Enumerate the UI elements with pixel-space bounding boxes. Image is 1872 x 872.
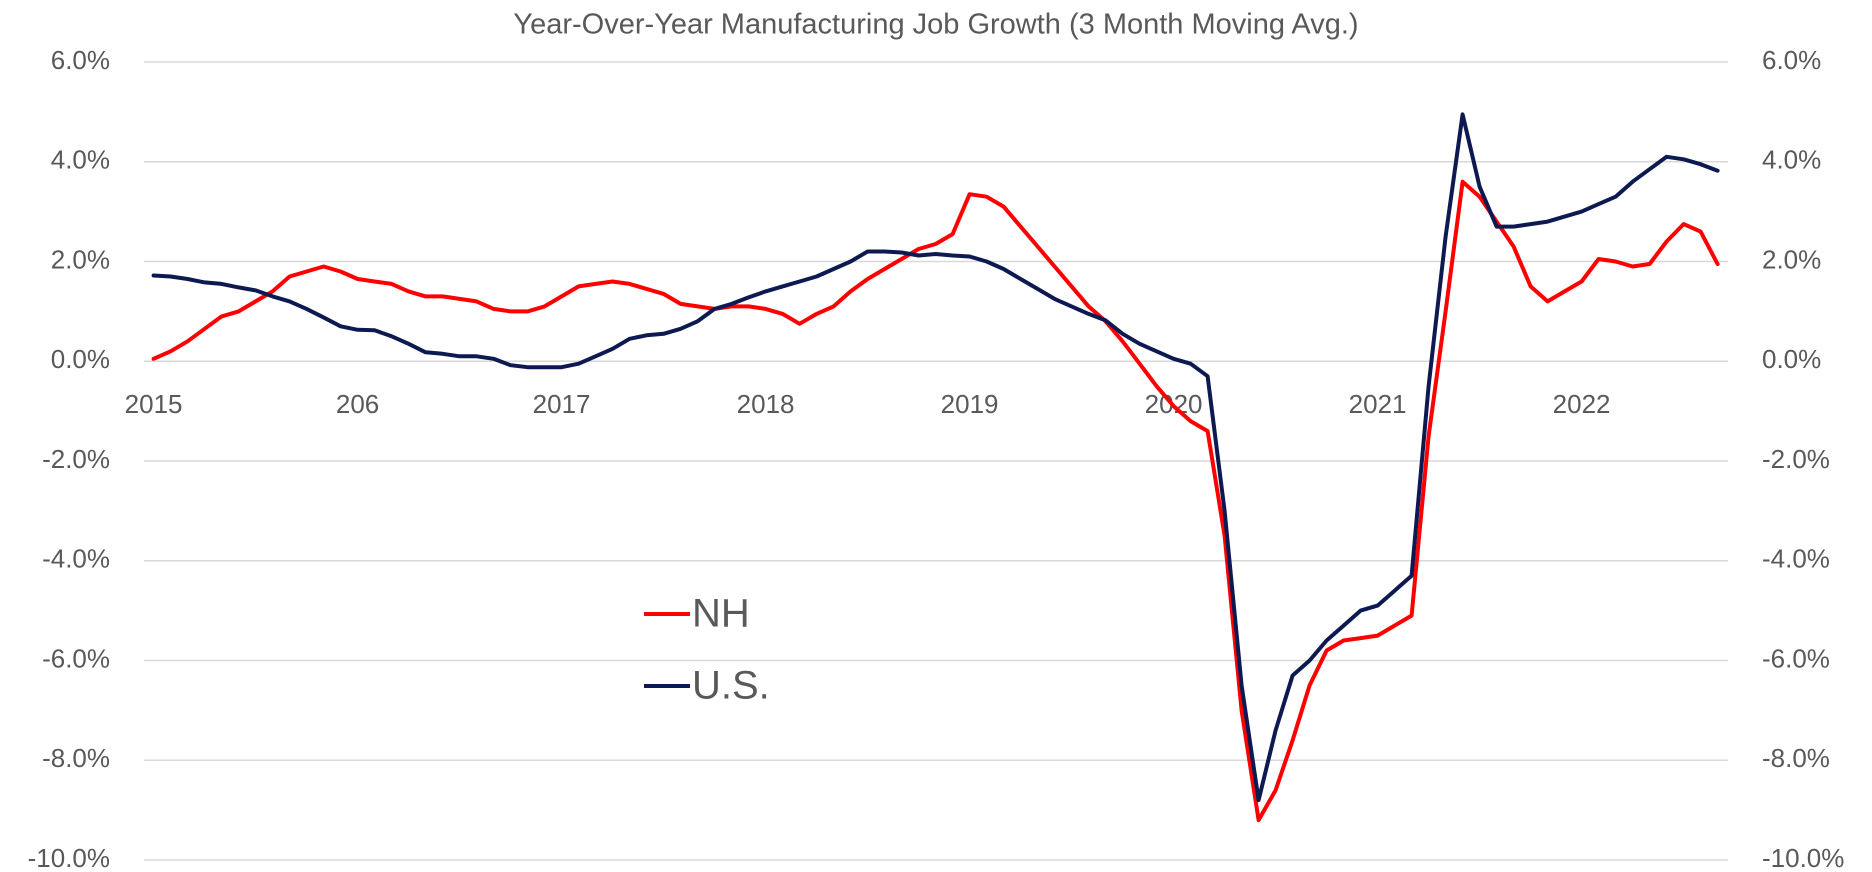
x-tick-label: 2019 <box>941 389 999 419</box>
y-tick-label: -2.0% <box>42 444 110 474</box>
y-tick-label: 6.0% <box>51 45 110 75</box>
x-tick-label: 2017 <box>533 389 591 419</box>
y2-tick-label: -4.0% <box>1762 544 1830 574</box>
y-tick-label: 4.0% <box>51 145 110 175</box>
y-tick-label: -8.0% <box>42 743 110 773</box>
y2-tick-label: 6.0% <box>1762 45 1821 75</box>
y2-tick-label: -6.0% <box>1762 643 1830 673</box>
y-tick-label: -10.0% <box>28 843 110 872</box>
x-tick-label: 2018 <box>737 389 795 419</box>
series-line <box>151 112 1720 803</box>
legend-label: U.S. <box>692 664 770 708</box>
y-tick-label: 0.0% <box>51 344 110 374</box>
y-tick-label: 2.0% <box>51 244 110 274</box>
y-tick-label: -4.0% <box>42 544 110 574</box>
y2-tick-label: 4.0% <box>1762 145 1821 175</box>
y2-tick-label: -10.0% <box>1762 843 1844 872</box>
y2-tick-label: -2.0% <box>1762 444 1830 474</box>
y2-tick-label: -8.0% <box>1762 743 1830 773</box>
series-line <box>151 179 1720 823</box>
x-tick-label: 2015 <box>125 389 183 419</box>
x-tick-label: 2022 <box>1553 389 1611 419</box>
x-tick-label: 206 <box>336 389 379 419</box>
y2-tick-label: 2.0% <box>1762 244 1821 274</box>
legend-label: NH <box>692 592 750 636</box>
y-tick-label: -6.0% <box>42 643 110 673</box>
y2-tick-label: 0.0% <box>1762 344 1821 374</box>
x-tick-label: 2021 <box>1349 389 1407 419</box>
chart-title: Year-Over-Year Manufacturing Job Growth … <box>513 9 1358 41</box>
